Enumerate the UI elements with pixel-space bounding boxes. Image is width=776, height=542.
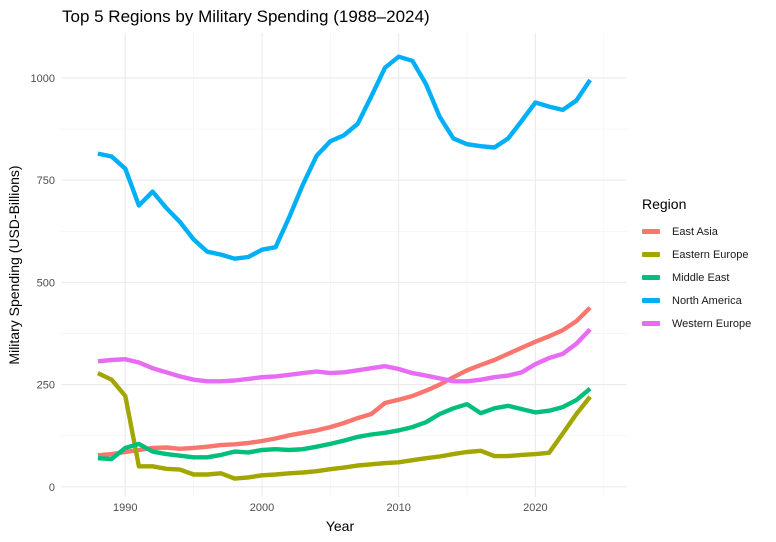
y-tick-label: 750 <box>37 175 55 187</box>
legend-item-north-america: North America <box>642 289 751 312</box>
series-lines <box>96 54 592 481</box>
legend-key <box>642 298 660 303</box>
legend-label: Middle East <box>672 271 730 284</box>
y-tick-label: 0 <box>49 482 55 494</box>
legend-item-western-europe: Western Europe <box>642 312 751 335</box>
x-axis-title: Year <box>326 518 355 534</box>
series-line-middle-east <box>97 387 592 462</box>
chart-title: Top 5 Regions by Military Spending (1988… <box>62 7 430 26</box>
legend-label: North America <box>672 294 742 307</box>
legend-label: East Asia <box>672 225 718 238</box>
legend-key <box>642 275 660 280</box>
x-tick-label: 2000 <box>250 502 274 514</box>
legend-key <box>642 252 660 257</box>
series-line-north-america <box>97 54 592 261</box>
legend-key <box>642 321 660 326</box>
legend-item-middle-east: Middle East <box>642 266 751 289</box>
series-line-east-asia <box>97 306 592 458</box>
legend-label: Eastern Europe <box>672 248 749 261</box>
y-tick-label: 1000 <box>31 73 55 85</box>
legend-item-east-asia: East Asia <box>642 220 751 243</box>
series-line-western-europe <box>97 327 592 384</box>
y-axis-ticks: 0 250 500 750 1000 <box>31 73 55 494</box>
x-axis-ticks: 1990 2000 2010 2020 <box>113 502 548 514</box>
legend-item-eastern-europe: Eastern Europe <box>642 243 751 266</box>
x-tick-label: 1990 <box>113 502 137 514</box>
legend: Region East Asia Eastern Europe Middle Eas… <box>642 196 751 335</box>
y-tick-label: 250 <box>37 380 55 392</box>
legend-title: Region <box>642 196 687 212</box>
legend-label: Western Europe <box>672 317 752 330</box>
y-tick-label: 500 <box>37 277 55 289</box>
x-tick-label: 2020 <box>523 502 547 514</box>
legend-key <box>642 229 660 234</box>
series-line-eastern-europe <box>96 371 592 481</box>
x-tick-label: 2010 <box>386 502 410 514</box>
legend-items: East Asia Eastern Europe Middle East North … <box>642 220 751 335</box>
y-axis-title: Military Spending (USD-Billions) <box>6 165 22 364</box>
major-gridlines <box>61 33 627 497</box>
minor-gridlines <box>61 33 627 497</box>
